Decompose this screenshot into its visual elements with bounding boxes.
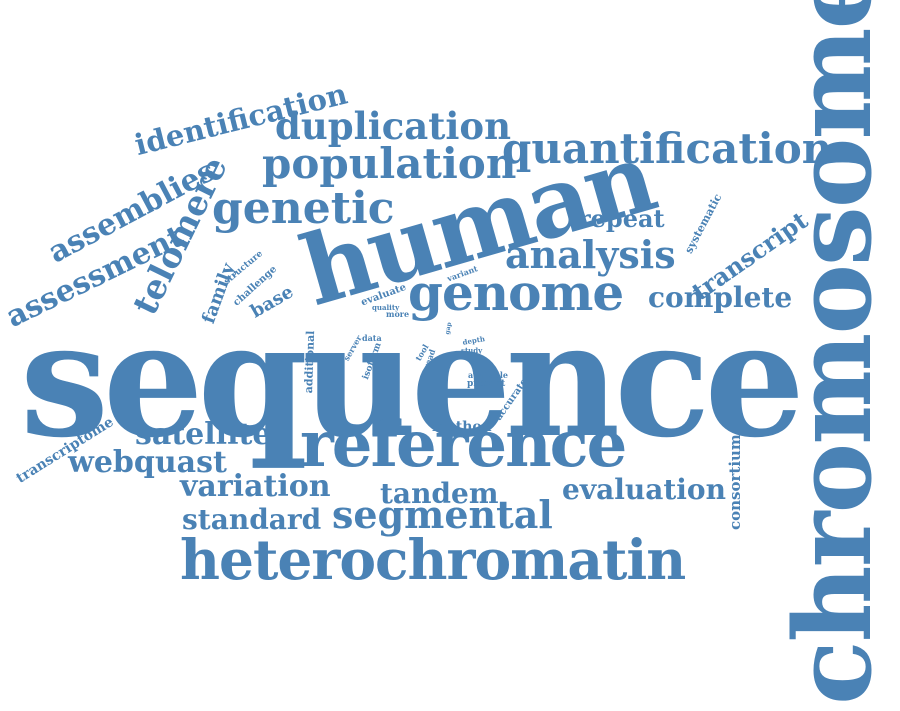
word-genetic: genetic [212,183,395,234]
word-available: available [468,370,508,380]
word-heterochromatin: heterochromatin [180,527,686,592]
word-repeat: repeat [578,204,665,233]
word-present: present [467,379,506,389]
word-data: data [362,333,382,343]
word-complete: complete [648,281,793,314]
word-quantification: quantification [502,124,833,173]
word-sequence: sequence [20,288,805,473]
word-systematic: systematic [682,191,725,256]
word-reference: reference [300,407,627,482]
word-quality: quality [372,303,400,312]
word-webquast: webquast [68,445,227,480]
word-genome: genome [408,263,624,322]
word-segmental: segmental [332,492,553,537]
word-duplication: duplication [275,104,511,148]
word-method: method [432,419,492,435]
word-satellite: satellite [135,417,272,452]
word-study: study [461,346,483,355]
word-tandem: tandem [380,477,499,510]
word-consortium: consortium [726,434,744,530]
word-evaluation: evaluation [562,473,726,506]
word-analysis: analysis [505,232,676,277]
word-variation: variation [180,469,331,504]
word-chromosome: chromosome [770,0,895,705]
word-population: population [262,139,517,188]
word-standard: standard [182,503,322,536]
word-more: more [386,309,410,319]
word-additional: additional [302,330,318,394]
